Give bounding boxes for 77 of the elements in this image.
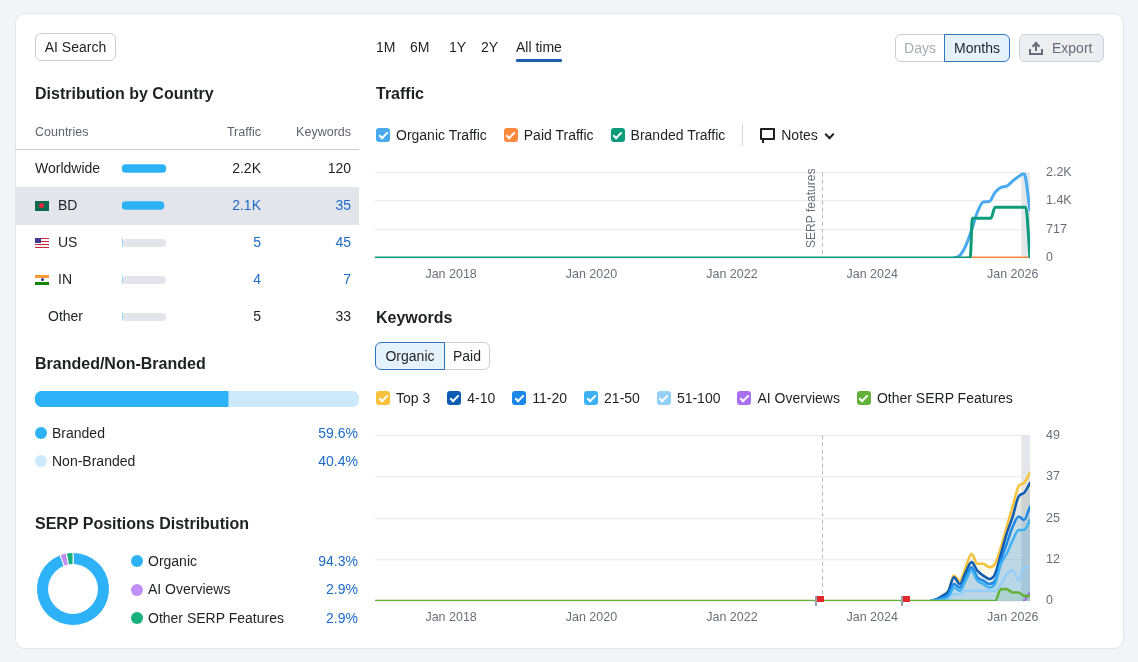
legend-label: Organic Traffic: [396, 126, 487, 144]
bar: [122, 164, 166, 173]
legend-label: Other SERP Features: [148, 609, 284, 627]
data-label: 2.1K: [232, 197, 261, 214]
y-tick-label: 12: [1046, 551, 1060, 566]
toggle-button: AI Search: [35, 33, 116, 61]
x-tick-label: Jan 2020: [565, 609, 618, 624]
y-tick-label: 49: [1046, 427, 1060, 442]
legend-label: Branded Traffic: [630, 126, 726, 144]
legend-label: Non-Branded: [52, 452, 136, 470]
text: Keywords: [296, 124, 351, 140]
y-tick-label: BD: [58, 197, 78, 214]
data-label: 4: [253, 271, 261, 288]
text: Notes: [781, 127, 818, 143]
legend-label: AI Overviews: [757, 389, 840, 407]
legend-label: Paid Traffic: [523, 126, 594, 144]
chart-title: Traffic: [376, 83, 425, 103]
text: 2Y: [481, 38, 499, 56]
toggle-button: Organic: [375, 342, 445, 370]
legend-label: Top 3: [396, 389, 431, 407]
x-tick-label: Jan 2022: [706, 609, 758, 624]
chart-title: Branded/Non-Branded: [35, 353, 206, 373]
text: 7: [343, 271, 351, 288]
data-label: 2.9%: [326, 581, 358, 598]
x-tick-label: Jan 2020: [565, 266, 618, 281]
x-tick-label: Jan 2024: [846, 266, 898, 281]
x-tick-label: Jan 2026: [987, 609, 1039, 624]
toggle-button: Paid: [444, 342, 490, 370]
text: 6M: [410, 38, 430, 56]
y-axis-title: Countries: [35, 124, 89, 140]
chart-title: SERP Positions Distribution: [35, 513, 249, 533]
y-tick-label: 717: [1046, 221, 1067, 236]
y-tick-label: 0: [1046, 249, 1053, 264]
legend-label: AI Overviews: [148, 581, 231, 598]
x-tick-label: Jan 2026: [987, 266, 1039, 281]
y-tick-label: 37: [1046, 468, 1060, 483]
toggle-button: Days: [895, 34, 945, 62]
text: 1M: [376, 38, 396, 56]
y-tick-label: US: [58, 234, 78, 251]
text: 1Y: [449, 38, 467, 56]
x-tick-label: Jan 2022: [706, 266, 758, 281]
y-tick-label: 25: [1046, 510, 1060, 525]
y-tick-label: 0: [1046, 592, 1053, 607]
data-label: 5: [253, 234, 261, 251]
toggle-button: Months: [944, 34, 1010, 62]
x-tick-label: Jan 2018: [425, 266, 477, 281]
legend-label: 4-10: [467, 389, 496, 407]
data-label: 2.2K: [232, 160, 261, 177]
data-label: 94.3%: [318, 552, 358, 570]
export-button: Export: [1019, 34, 1104, 62]
y-tick-label: Worldwide: [35, 160, 101, 177]
legend-label: Other SERP Features: [876, 389, 1013, 407]
text: Traffic: [226, 124, 261, 140]
legend-label: 21-50: [604, 389, 640, 407]
text: 59.6%: [318, 424, 358, 442]
x-tick-label: Jan 2018: [425, 609, 477, 624]
legend-label: 11-20: [532, 389, 568, 407]
y-tick-label: IN: [58, 271, 72, 288]
y-tick-label: 1.4K: [1046, 192, 1073, 207]
data-label: 2.9%: [326, 609, 358, 627]
text: 45: [335, 234, 351, 251]
chart-title: Keywords: [376, 307, 453, 327]
bar: [122, 201, 165, 210]
text: 35: [335, 197, 351, 214]
y-tick-label: Other: [48, 308, 84, 325]
text: 40.4%: [318, 452, 358, 470]
legend-label: 51-100: [676, 389, 721, 407]
legend-label: Branded: [52, 424, 105, 442]
data-label: 5: [253, 308, 261, 325]
text: 120: [327, 160, 351, 177]
ref-line-label: SERP features: [803, 168, 818, 248]
x-tick-label: Jan 2024: [846, 609, 898, 624]
text: 33: [335, 308, 351, 325]
y-tick-label: 2.2K: [1046, 164, 1073, 179]
chart-title: Distribution by Country: [35, 83, 214, 103]
legend-label: Organic: [148, 552, 198, 570]
text: All time: [516, 38, 562, 56]
